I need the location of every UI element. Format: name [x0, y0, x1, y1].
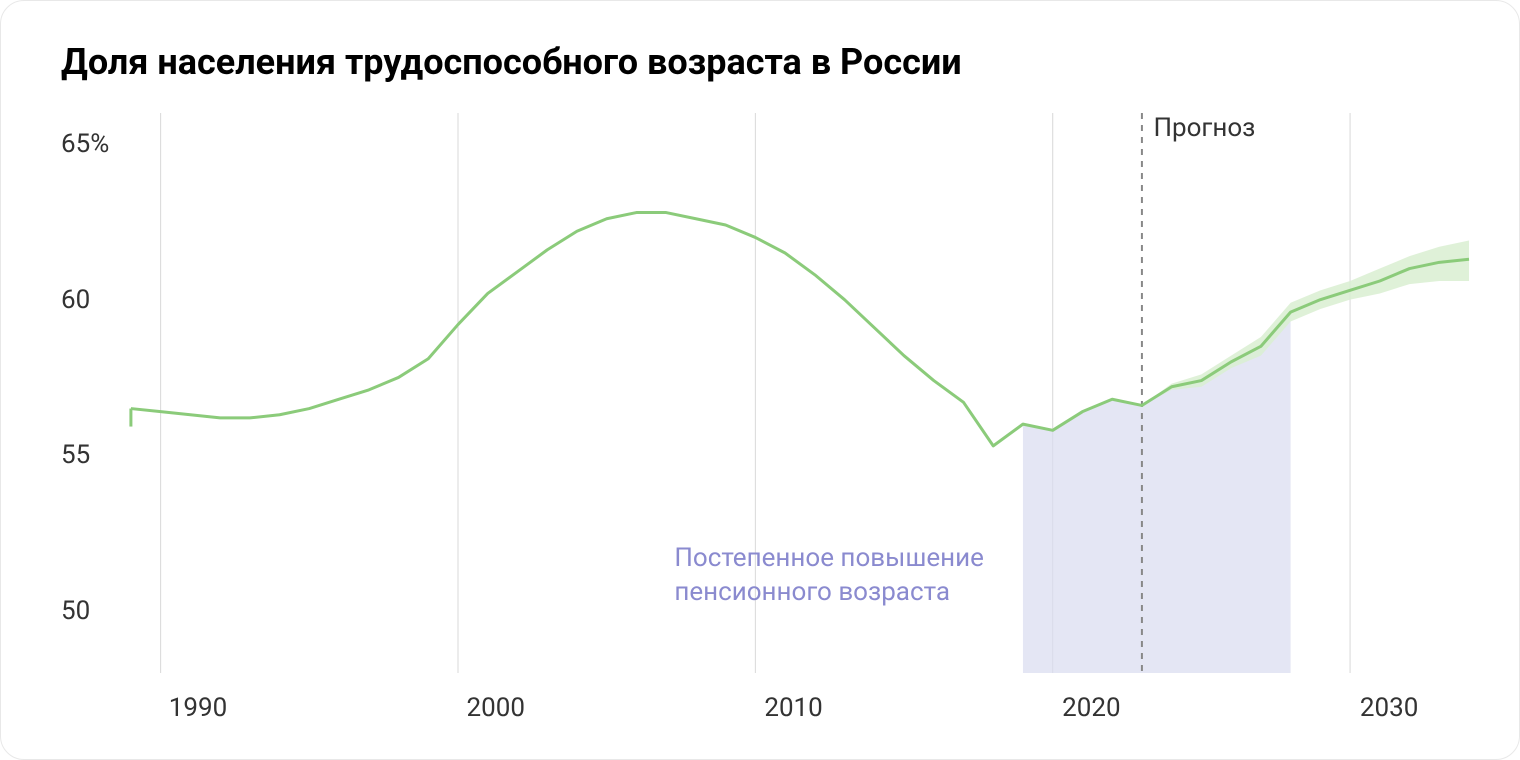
plot-area: 50 55 60 65% 1990 2000 2010 2020 2030 Прогноз Пост… — [61, 103, 1479, 723]
x-axis-label: 1990 — [169, 693, 227, 723]
pension-annotation: Постепенное повышениепенсионного возраст… — [674, 542, 984, 610]
plot-svg — [61, 103, 1479, 723]
pension-annotation-line2: пенсионного возраста — [674, 576, 984, 610]
pension-reform-region — [1023, 312, 1291, 673]
y-axis-label: 55 — [61, 440, 90, 470]
x-axis-label: 2030 — [1360, 693, 1418, 723]
chart-title: Доля населения трудоспособного возраста … — [61, 41, 1479, 83]
x-axis-label: 2010 — [764, 693, 822, 723]
x-axis-label: 2020 — [1062, 693, 1120, 723]
pension-annotation-line1: Постепенное повышение — [674, 542, 984, 576]
x-axis-label: 2000 — [467, 693, 525, 723]
forecast-label: Прогноз — [1153, 113, 1255, 143]
y-axis-label: 60 — [61, 285, 90, 315]
y-axis-label: 50 — [61, 596, 90, 626]
chart-container: Доля населения трудоспособного возраста … — [0, 0, 1520, 760]
y-axis-label: 65% — [61, 129, 109, 159]
